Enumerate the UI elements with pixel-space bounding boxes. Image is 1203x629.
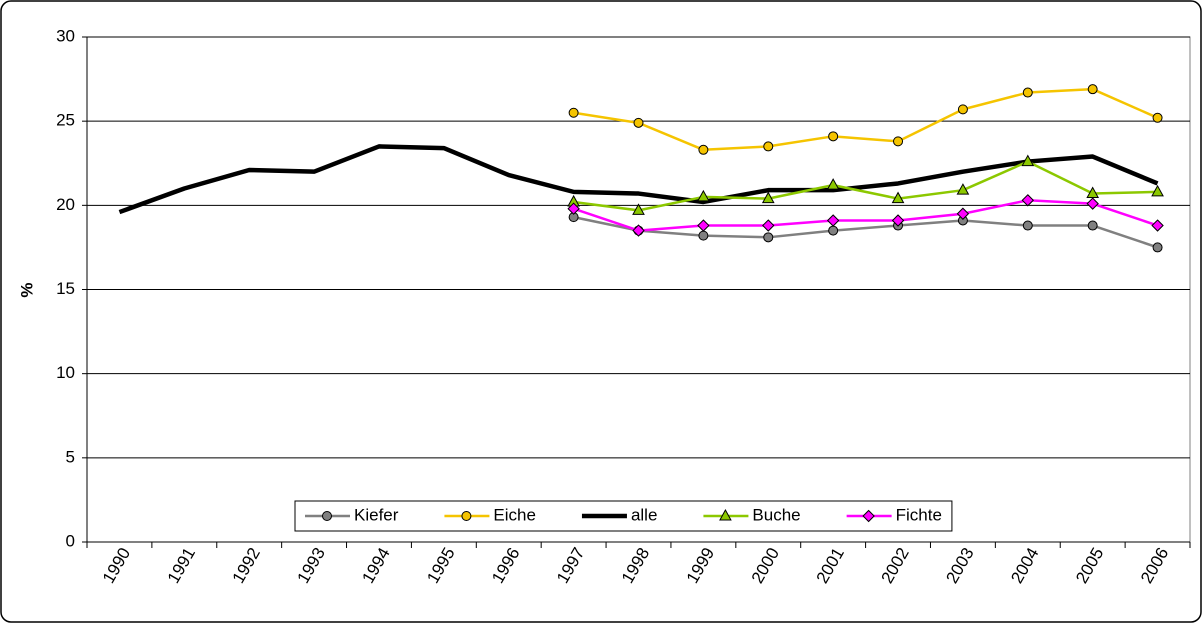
legend-label: alle (631, 505, 657, 524)
series-line (573, 215, 1158, 249)
y-tick-label: 5 (66, 447, 75, 466)
marker (956, 183, 970, 195)
legend-label: Fichte (896, 505, 942, 524)
y-tick-label: 20 (56, 195, 75, 214)
series-line (573, 199, 1158, 232)
marker (1151, 184, 1164, 197)
series-line (573, 160, 1158, 212)
legend-label: Kiefer (354, 505, 399, 524)
marker (1152, 112, 1163, 123)
series-line (573, 87, 1159, 152)
marker (956, 207, 970, 220)
marker (1022, 87, 1033, 98)
marker (828, 225, 839, 236)
legend-label: Eiche (493, 505, 536, 524)
marker (633, 117, 644, 128)
marker (1021, 154, 1035, 167)
marker (862, 509, 875, 523)
marker (632, 203, 645, 215)
marker (1152, 242, 1163, 253)
marker (1151, 219, 1164, 232)
y-axis-label: % (17, 282, 36, 297)
y-tick-label: 25 (56, 111, 75, 130)
marker (719, 508, 732, 521)
marker (957, 104, 968, 115)
marker (698, 230, 709, 241)
marker (1087, 84, 1098, 95)
y-tick-label: 10 (56, 363, 75, 382)
marker (1022, 220, 1033, 231)
marker (697, 189, 710, 202)
y-tick-label: 30 (56, 26, 75, 45)
marker (893, 136, 904, 147)
marker (461, 511, 472, 521)
marker (1087, 220, 1098, 231)
y-tick-label: 15 (56, 279, 75, 298)
y-tick-label: 0 (66, 531, 75, 550)
marker (567, 202, 580, 215)
marker (1086, 197, 1099, 210)
marker (763, 141, 774, 152)
marker (322, 511, 332, 521)
marker (761, 191, 775, 204)
legend: Kiefer Eiche alle Buche Fichte (294, 500, 953, 532)
series-line (118, 144, 1159, 215)
marker (697, 219, 710, 232)
marker (826, 214, 840, 227)
marker (568, 107, 579, 118)
marker (763, 232, 774, 243)
marker (762, 219, 775, 232)
marker (891, 214, 905, 227)
marker (698, 144, 709, 155)
marker (826, 178, 840, 190)
marker (828, 131, 839, 142)
marker (632, 224, 645, 237)
marker (1021, 194, 1035, 207)
marker (891, 191, 905, 204)
legend-label: Buche (752, 505, 800, 524)
